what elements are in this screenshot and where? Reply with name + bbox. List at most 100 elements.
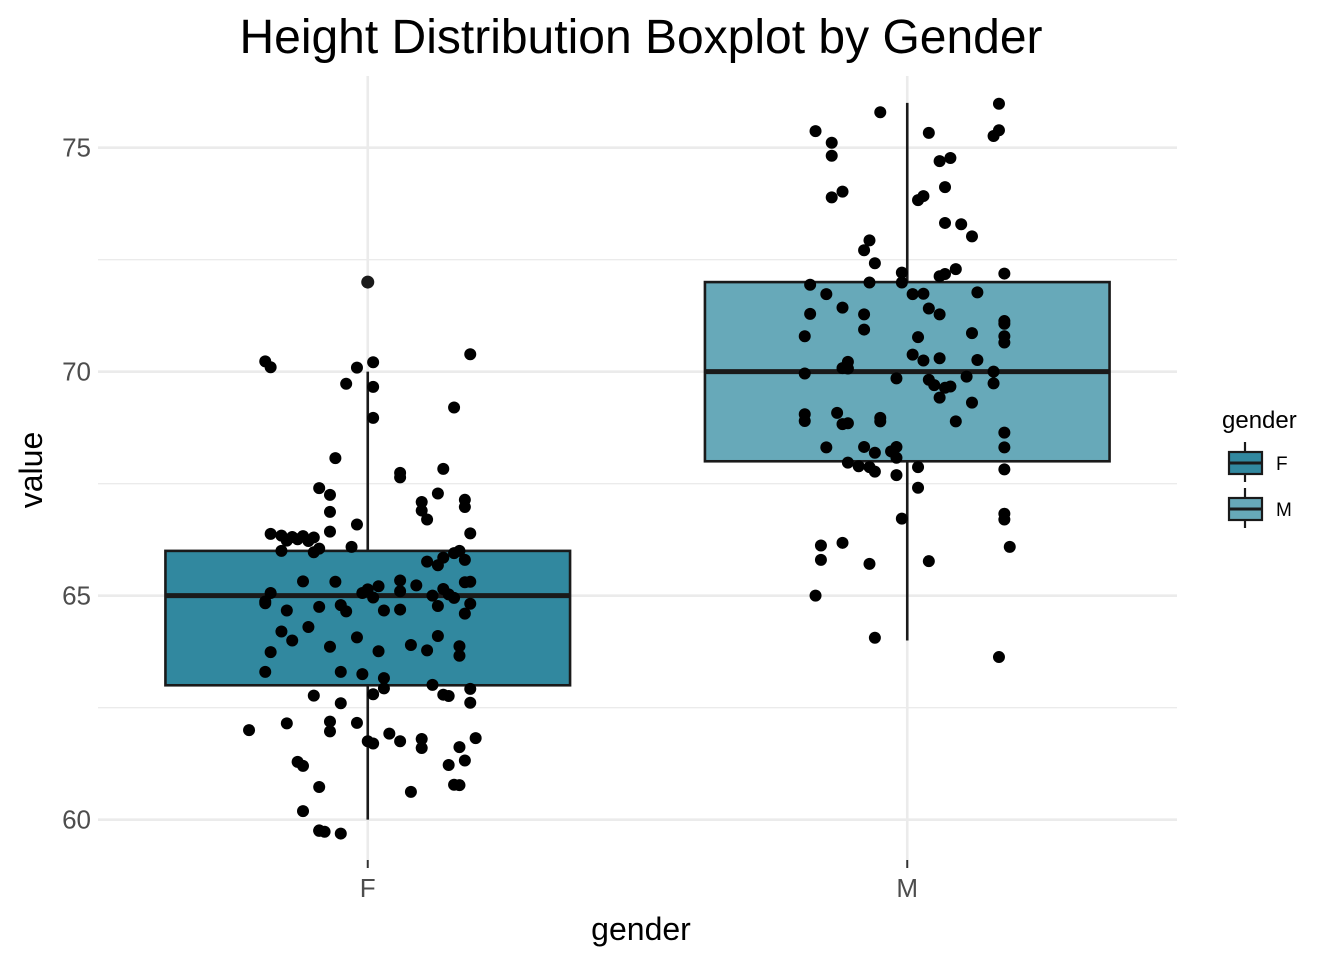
data-point bbox=[458, 607, 471, 620]
data-point bbox=[297, 575, 310, 588]
data-point bbox=[960, 370, 973, 383]
data-point bbox=[383, 727, 396, 740]
data-point bbox=[350, 631, 363, 644]
data-point bbox=[280, 604, 293, 617]
data-point bbox=[890, 372, 903, 385]
data-point bbox=[998, 315, 1011, 328]
data-point bbox=[464, 682, 477, 695]
data-point bbox=[431, 487, 444, 500]
data-point bbox=[825, 149, 838, 162]
data-point bbox=[437, 551, 450, 564]
data-point bbox=[858, 244, 871, 257]
data-point bbox=[965, 396, 978, 409]
data-point bbox=[874, 106, 887, 119]
data-point bbox=[286, 634, 299, 647]
data-point bbox=[367, 688, 380, 701]
data-point bbox=[841, 362, 854, 375]
data-point bbox=[928, 379, 941, 392]
box-F bbox=[164, 549, 572, 687]
data-point bbox=[421, 555, 434, 568]
data-point bbox=[863, 276, 876, 289]
data-point bbox=[469, 732, 482, 745]
data-point bbox=[998, 441, 1011, 454]
data-point bbox=[323, 505, 336, 518]
legend-label: M bbox=[1276, 500, 1292, 521]
data-point bbox=[394, 574, 407, 587]
data-point bbox=[394, 471, 407, 484]
data-point bbox=[987, 377, 1000, 390]
data-point bbox=[992, 651, 1005, 664]
data-point bbox=[329, 452, 342, 465]
data-point bbox=[858, 440, 871, 453]
data-point bbox=[814, 553, 827, 566]
data-point bbox=[264, 586, 277, 599]
data-point bbox=[890, 469, 903, 482]
data-point bbox=[895, 512, 908, 525]
data-point bbox=[323, 640, 336, 653]
data-point bbox=[895, 266, 908, 279]
y-tick-label: 70 bbox=[62, 357, 91, 387]
data-point bbox=[313, 780, 326, 793]
data-point bbox=[367, 411, 380, 424]
data-point bbox=[340, 377, 353, 390]
data-point bbox=[334, 665, 347, 678]
data-point bbox=[313, 600, 326, 613]
data-point bbox=[922, 302, 935, 315]
data-point bbox=[426, 678, 439, 691]
data-point bbox=[458, 754, 471, 767]
data-point bbox=[313, 542, 326, 555]
data-point bbox=[912, 331, 925, 344]
data-point bbox=[448, 401, 461, 414]
data-point bbox=[394, 585, 407, 598]
legend-title: gender bbox=[1222, 407, 1297, 434]
data-point bbox=[814, 539, 827, 552]
data-point bbox=[259, 665, 272, 678]
data-point bbox=[933, 308, 946, 321]
data-point bbox=[917, 190, 930, 203]
data-point bbox=[431, 599, 444, 612]
x-tick-label: M bbox=[896, 873, 918, 903]
y-axis-title: value bbox=[13, 432, 49, 509]
data-point bbox=[955, 218, 968, 231]
data-point bbox=[933, 391, 946, 404]
data-point bbox=[971, 286, 984, 299]
data-point bbox=[404, 638, 417, 651]
data-point bbox=[350, 361, 363, 374]
data-point bbox=[437, 462, 450, 475]
data-point bbox=[340, 605, 353, 618]
data-point bbox=[302, 621, 315, 634]
data-point bbox=[334, 697, 347, 710]
data-point bbox=[421, 513, 434, 526]
data-point bbox=[361, 735, 374, 748]
data-point bbox=[804, 307, 817, 320]
boxes bbox=[164, 102, 1111, 820]
data-point bbox=[858, 308, 871, 321]
data-point bbox=[323, 715, 336, 728]
data-point bbox=[329, 575, 342, 588]
data-point bbox=[415, 504, 428, 517]
x-axis-title: gender bbox=[591, 911, 691, 947]
data-point bbox=[448, 591, 461, 604]
data-point bbox=[426, 589, 439, 602]
data-point bbox=[944, 380, 957, 393]
data-point bbox=[868, 631, 881, 644]
data-point bbox=[895, 276, 908, 289]
data-point bbox=[421, 644, 434, 657]
data-point bbox=[906, 348, 919, 361]
data-point bbox=[912, 481, 925, 494]
data-point bbox=[458, 500, 471, 513]
data-point bbox=[367, 356, 380, 369]
data-point bbox=[264, 361, 277, 374]
data-point bbox=[987, 130, 1000, 143]
data-point bbox=[820, 441, 833, 454]
data-point bbox=[798, 414, 811, 427]
data-point bbox=[831, 406, 844, 419]
grid bbox=[98, 76, 1177, 860]
data-point bbox=[415, 742, 428, 754]
data-point bbox=[971, 354, 984, 367]
data-point bbox=[939, 268, 952, 281]
data-point bbox=[841, 456, 854, 469]
legend: gender F M bbox=[1222, 407, 1297, 528]
